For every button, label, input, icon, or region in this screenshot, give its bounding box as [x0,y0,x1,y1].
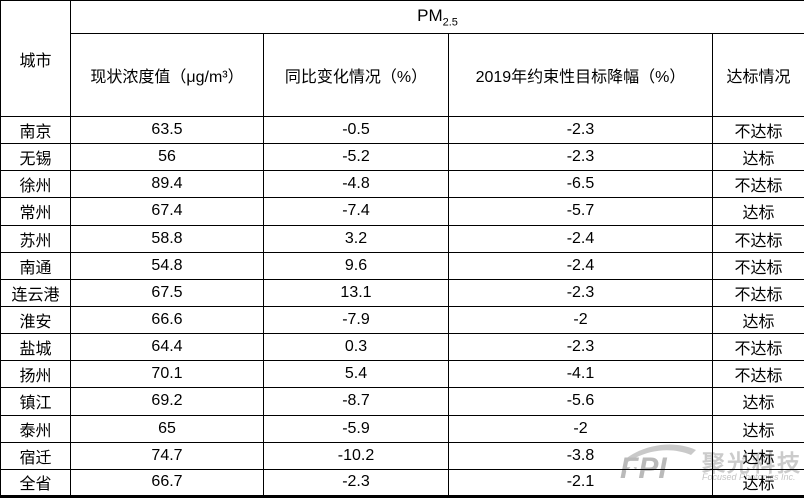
yoy-change-cell: -7.9 [263,305,449,335]
concentration-cell: 64.4 [70,333,264,362]
table-row: 徐州 89.4 -4.8 -6.5 不达标 [0,170,804,199]
yoy-change-cell: -8.7 [263,387,449,416]
pm25-label-base: PM [417,5,443,25]
yoy-change-cell: -0.5 [263,115,449,145]
compliance-status-cell: 达标 [711,441,804,470]
city-cell: 徐州 [0,170,71,199]
table-row: 连云港 67.5 13.1 -2.3 不达标 [0,278,804,307]
concentration-cell: 56 [70,143,264,172]
concentration-cell: 54.8 [70,251,264,280]
concentration-cell: 66.7 [70,468,264,498]
yoy-change-cell: 9.6 [263,251,449,280]
concentration-cell: 63.5 [70,115,264,145]
city-cell: 淮安 [0,305,71,335]
table-row: 南京 63.5 -0.5 -2.3 不达标 [0,115,804,145]
target-reduction-cell: -6.5 [448,170,713,199]
city-cell: 无锡 [0,143,71,172]
city-cell: 苏州 [0,224,71,253]
yoy-change-cell: 3.2 [263,224,449,253]
target-reduction-cell: -5.7 [448,197,713,226]
table-row: 全省 66.7 -2.3 -2.1 达标 [0,468,804,498]
pm25-label-subscript: 2.5 [442,16,458,29]
col-header-compliance-status: 达标情况 [711,33,804,117]
yoy-change-cell: 5.4 [263,360,449,389]
compliance-status-cell: 达标 [711,468,804,498]
corner-header-city: 城市 [0,0,71,117]
target-reduction-cell: -2 [448,305,713,335]
table-header-row-group: 城市 PM2.5 [0,0,804,117]
concentration-cell: 74.7 [70,441,264,470]
city-cell: 连云港 [0,278,71,307]
compliance-status-cell: 达标 [711,414,804,443]
target-reduction-cell: -2 [448,414,713,443]
concentration-cell: 70.1 [70,360,264,389]
col-header-target-reduction: 2019年约束性目标降幅（%） [448,33,713,117]
target-reduction-cell: -2.4 [448,224,713,253]
city-cell: 镇江 [0,387,71,416]
yoy-change-cell: -4.8 [263,170,449,199]
table-row: 苏州 58.8 3.2 -2.4 不达标 [0,224,804,253]
compliance-status-cell: 不达标 [711,251,804,280]
city-cell: 扬州 [0,360,71,389]
yoy-change-cell: 0.3 [263,333,449,362]
table-row: 宿迁 74.7 -10.2 -3.8 达标 [0,441,804,470]
target-reduction-cell: -2.3 [448,333,713,362]
concentration-cell: 66.6 [70,305,264,335]
concentration-cell: 69.2 [70,387,264,416]
yoy-change-cell: -2.3 [263,468,449,498]
city-cell: 常州 [0,197,71,226]
target-reduction-cell: -2.3 [448,143,713,172]
concentration-cell: 67.4 [70,197,264,226]
city-cell: 南京 [0,115,71,145]
table-row: 泰州 65 -5.9 -2 达标 [0,414,804,443]
compliance-status-cell: 达标 [711,305,804,335]
concentration-cell: 67.5 [70,278,264,307]
target-reduction-cell: -2.3 [448,278,713,307]
compliance-status-cell: 不达标 [711,224,804,253]
pm25-group-header: PM2.5 [69,0,804,34]
city-cell: 全省 [0,468,71,498]
table-row: 南通 54.8 9.6 -2.4 不达标 [0,251,804,280]
target-reduction-cell: -4.1 [448,360,713,389]
col-header-yoy-change: 同比变化情况（%） [263,33,449,117]
compliance-status-cell: 达标 [711,197,804,226]
yoy-change-cell: 13.1 [263,278,449,307]
yoy-change-cell: -7.4 [263,197,449,226]
table-row: 常州 67.4 -7.4 -5.7 达标 [0,197,804,226]
city-cell: 盐城 [0,333,71,362]
city-cell: 宿迁 [0,441,71,470]
col-header-concentration: 现状浓度值（μg/m³） [70,33,264,117]
compliance-status-cell: 达标 [711,387,804,416]
concentration-cell: 65 [70,414,264,443]
table-row: 镇江 69.2 -8.7 -5.6 达标 [0,387,804,416]
concentration-cell: 58.8 [70,224,264,253]
table-row: 淮安 66.6 -7.9 -2 达标 [0,305,804,335]
table-row: 无锡 56 -5.2 -2.3 达标 [0,143,804,172]
target-reduction-cell: -2.1 [448,468,713,498]
yoy-change-cell: -10.2 [263,441,449,470]
target-reduction-cell: -3.8 [448,441,713,470]
concentration-cell: 89.4 [70,170,264,199]
target-reduction-cell: -5.6 [448,387,713,416]
compliance-status-cell: 达标 [711,143,804,172]
compliance-status-cell: 不达标 [711,333,804,362]
yoy-change-cell: -5.2 [263,143,449,172]
target-reduction-cell: -2.3 [448,115,713,145]
city-cell: 泰州 [0,414,71,443]
compliance-status-cell: 不达标 [711,278,804,307]
target-reduction-cell: -2.4 [448,251,713,280]
table-row: 扬州 70.1 5.4 -4.1 不达标 [0,360,804,389]
yoy-change-cell: -5.9 [263,414,449,443]
table-body: 南京 63.5 -0.5 -2.3 不达标 无锡 56 -5.2 -2.3 达标… [0,115,804,498]
table-header-row-columns: 现状浓度值（μg/m³） 同比变化情况（%） 2019年约束性目标降幅（%） 达… [1,33,804,117]
compliance-status-cell: 不达标 [711,170,804,199]
table-row: 盐城 64.4 0.3 -2.3 不达标 [0,333,804,362]
compliance-status-cell: 不达标 [711,115,804,145]
compliance-status-cell: 不达标 [711,360,804,389]
city-cell: 南通 [0,251,71,280]
